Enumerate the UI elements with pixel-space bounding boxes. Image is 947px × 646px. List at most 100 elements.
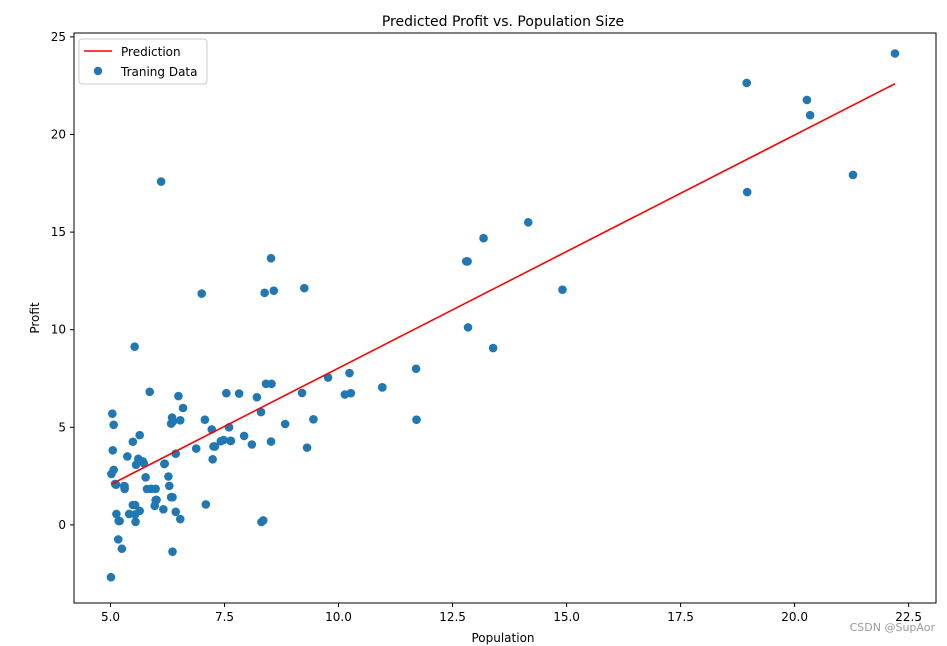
- training-data-point: [108, 409, 117, 418]
- y-axis: 0 5 10 15 20 25: [51, 30, 74, 532]
- x-tick-label: 12.5: [439, 610, 466, 624]
- training-data-point: [200, 415, 210, 425]
- y-tick-label: 25: [51, 30, 66, 44]
- training-data-point: [191, 444, 201, 453]
- training-data-point: [128, 437, 138, 447]
- training-data-point: [226, 436, 236, 446]
- training-data-point: [340, 390, 350, 399]
- training-data-point: [167, 413, 177, 422]
- legend-label-training-data: Traning Data: [120, 65, 197, 79]
- training-data-point: [257, 517, 266, 527]
- training-data-point: [297, 388, 307, 398]
- training-data-point: [412, 415, 421, 425]
- x-tick-label: 15.0: [553, 610, 580, 624]
- training-data-point: [159, 505, 168, 514]
- training-data-point: [134, 454, 143, 464]
- training-data-point: [378, 383, 387, 392]
- x-axis-label: Population: [471, 631, 534, 645]
- x-tick-label: 22.5: [895, 610, 922, 624]
- training-data-point: [280, 419, 290, 429]
- training-data-point: [222, 388, 231, 398]
- y-tick-label: 10: [51, 323, 66, 337]
- training-data-point: [805, 110, 815, 120]
- training-data-point: [178, 403, 188, 413]
- training-data-point: [523, 218, 533, 227]
- series-layer: [106, 49, 900, 582]
- training-data-point: [309, 415, 318, 424]
- training-data-point: [256, 407, 266, 417]
- y-tick-label: 20: [51, 128, 66, 142]
- plot-area: [73, 32, 937, 604]
- training-data-point: [266, 437, 276, 446]
- training-data-point: [130, 342, 139, 351]
- training-data-point: [848, 170, 858, 180]
- training-data-point: [742, 78, 752, 88]
- training-data-point: [131, 517, 140, 527]
- training-data-point: [142, 484, 152, 494]
- training-data-point: [267, 379, 276, 389]
- training-data-point: [164, 472, 173, 481]
- y-tick-label: 5: [58, 420, 66, 434]
- legend-marker-swatch: [93, 66, 103, 76]
- training-data-point: [145, 387, 155, 397]
- training-data-point: [106, 572, 116, 582]
- training-data-point: [135, 430, 144, 440]
- training-data-point: [411, 364, 421, 374]
- training-data-point: [168, 547, 177, 556]
- training-data-point: [130, 510, 140, 519]
- training-data-point: [742, 187, 752, 197]
- training-data-point: [201, 500, 211, 509]
- prediction-line: [111, 83, 896, 485]
- watermark: CSDN @SupAor: [849, 621, 935, 634]
- training-data-point: [109, 420, 118, 430]
- training-data-point: [239, 431, 249, 441]
- training-data-point: [171, 507, 181, 517]
- training-data-point: [114, 516, 123, 526]
- training-data-point: [160, 459, 169, 469]
- training-data-point: [260, 288, 269, 298]
- training-data-point: [302, 443, 312, 452]
- x-tick-label: 10.0: [325, 610, 352, 624]
- x-axis: 5.0 7.5 10.0 12.5 15.0 17.5 20.0 22.5: [101, 603, 922, 624]
- training-data-point: [117, 544, 127, 554]
- training-data-point: [479, 233, 488, 243]
- training-data-point: [113, 535, 123, 544]
- training-data-point: [128, 500, 138, 510]
- training-data-point: [247, 440, 257, 449]
- training-data-point: [216, 436, 226, 446]
- training-data-point: [463, 323, 473, 332]
- training-data-point: [175, 514, 185, 524]
- training-data-point: [123, 452, 132, 461]
- training-data-point: [151, 495, 161, 505]
- training-data-point: [252, 392, 262, 402]
- training-data-point: [141, 472, 150, 482]
- training-data-point: [269, 286, 279, 295]
- training-data-point: [345, 368, 354, 378]
- y-tick-label: 15: [51, 225, 66, 239]
- training-data-point: [300, 283, 309, 293]
- training-data-point: [234, 389, 244, 398]
- training-data-point: [175, 415, 185, 425]
- training-data-point: [890, 49, 900, 58]
- training-data-point: [151, 484, 160, 494]
- training-data-point: [168, 492, 177, 502]
- training-data-point: [108, 446, 118, 455]
- training-data-point: [208, 455, 217, 464]
- training-data-point: [119, 481, 129, 491]
- x-tick-label: 5.0: [101, 610, 120, 624]
- x-tick-label: 20.0: [781, 610, 808, 624]
- y-tick-label: 0: [58, 518, 66, 532]
- training-data-point: [107, 469, 116, 479]
- training-data-point: [174, 391, 183, 401]
- legend: Prediction Traning Data: [78, 38, 208, 85]
- training-data-point: [461, 257, 471, 266]
- training-data-point: [266, 253, 276, 263]
- training-data-point: [156, 177, 166, 186]
- x-tick-label: 17.5: [667, 610, 694, 624]
- x-tick-label: 7.5: [215, 610, 234, 624]
- chart-title: Predicted Profit vs. Population Size: [382, 14, 624, 30]
- training-data-point: [112, 509, 121, 519]
- legend-label-prediction: Prediction: [121, 45, 181, 59]
- axes-frame: [73, 32, 937, 604]
